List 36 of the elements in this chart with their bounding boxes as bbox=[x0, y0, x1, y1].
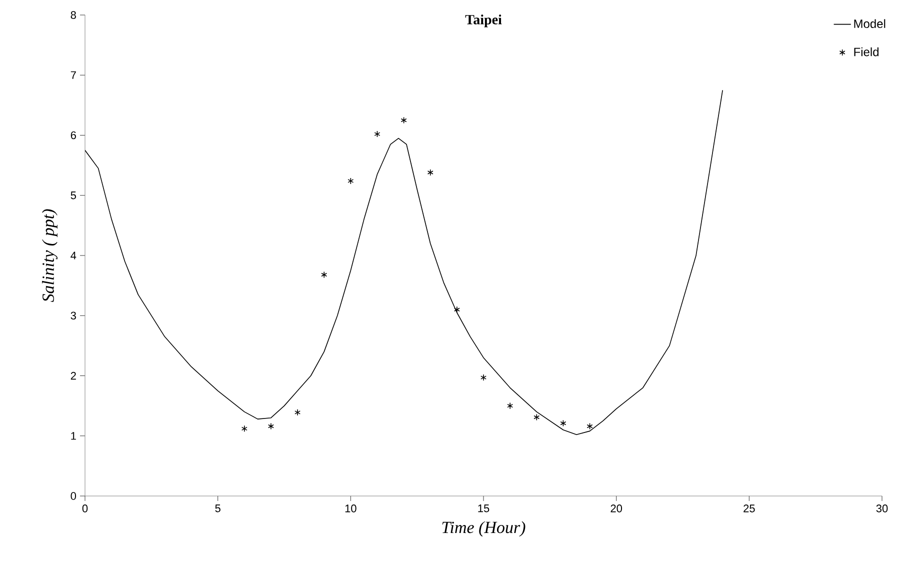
legend-label: Field bbox=[854, 47, 878, 56]
x-tick-label: 10 bbox=[345, 504, 356, 512]
point bbox=[507, 402, 514, 410]
point bbox=[480, 374, 486, 381]
y-tick-label: 2 bbox=[70, 372, 76, 380]
y-tick-label: 7 bbox=[70, 71, 76, 79]
point bbox=[268, 422, 274, 430]
chart-title: Taipei bbox=[465, 14, 502, 28]
y-tick-label: 5 bbox=[70, 192, 76, 200]
point bbox=[321, 271, 328, 278]
legend-label: Model bbox=[854, 19, 886, 28]
x-tick-label: 20 bbox=[610, 504, 622, 512]
line-series bbox=[85, 90, 724, 436]
x-tick-label: 0 bbox=[82, 504, 88, 512]
point bbox=[374, 130, 380, 138]
y-tick-label: 6 bbox=[70, 131, 76, 140]
point bbox=[534, 414, 540, 421]
point bbox=[586, 422, 593, 430]
y-tick-label: 3 bbox=[70, 312, 76, 320]
point bbox=[294, 409, 301, 416]
x-tick-label: 30 bbox=[876, 504, 888, 512]
point bbox=[454, 306, 460, 314]
x-tick-label: 5 bbox=[215, 504, 220, 512]
y-axis-title: Salinity ( ppt) bbox=[42, 209, 58, 302]
y-tick-label: 1 bbox=[71, 432, 76, 440]
y-tick-label: 8 bbox=[70, 11, 76, 19]
point bbox=[241, 425, 248, 432]
point bbox=[560, 420, 566, 427]
point bbox=[400, 116, 407, 124]
x-tick-label: 15 bbox=[478, 504, 490, 512]
x-axis-title: Time (Hour) bbox=[442, 521, 526, 537]
point bbox=[427, 169, 434, 176]
point bbox=[348, 178, 354, 184]
y-tick-label: 0 bbox=[70, 492, 76, 500]
y-tick-label: 4 bbox=[70, 252, 76, 260]
x-tick-label: 25 bbox=[744, 504, 755, 512]
